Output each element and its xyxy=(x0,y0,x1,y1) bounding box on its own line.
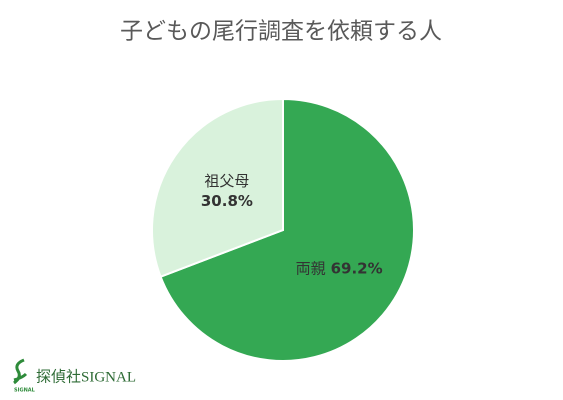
logo-icon-text: SIGNAL xyxy=(14,388,36,394)
value-label: 30.8% xyxy=(201,192,253,210)
pie-slice xyxy=(151,97,284,278)
logo-text: 探偵社SIGNAL xyxy=(36,368,136,385)
category-label: 祖父母 xyxy=(204,172,249,190)
category-label: 両親 xyxy=(296,259,326,277)
logo-icon xyxy=(13,358,28,385)
data-label: 両親 69.2% xyxy=(296,259,383,277)
logo: SIGNAL 探偵社SIGNAL xyxy=(13,358,136,394)
pie-slice xyxy=(159,97,415,362)
chart-title: 子どもの尾行調査を依頼する人 xyxy=(120,19,442,45)
value-label: 69.2% xyxy=(331,259,383,277)
